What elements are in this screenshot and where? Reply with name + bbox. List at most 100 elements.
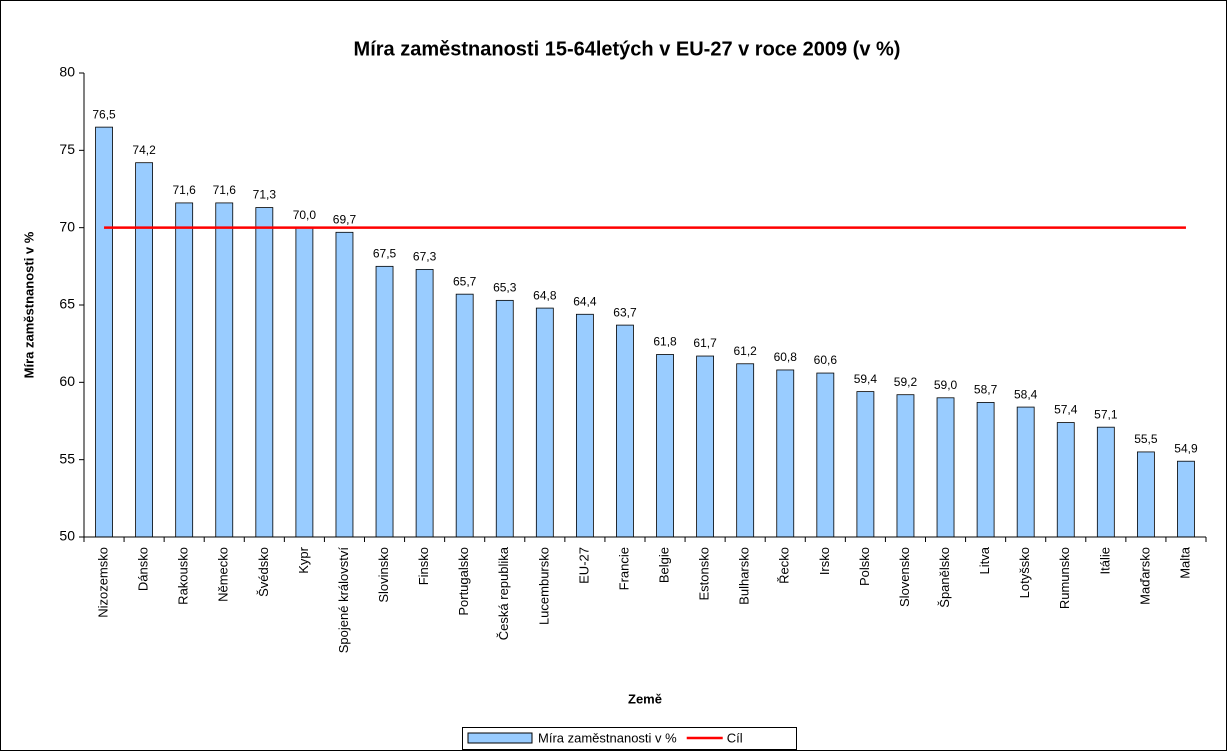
data-label: 69,7 bbox=[333, 212, 357, 226]
x-tick-label: Slovinsko bbox=[376, 547, 391, 603]
y-tick-label: 65 bbox=[59, 296, 75, 312]
x-tick-label: Slovensko bbox=[897, 547, 912, 607]
x-tick-label: Rumunsko bbox=[1057, 547, 1072, 609]
bar bbox=[1016, 406, 1035, 538]
data-label: 65,7 bbox=[453, 274, 477, 288]
x-tick-label: Itálie bbox=[1097, 547, 1112, 574]
bar bbox=[776, 369, 795, 538]
y-tick-label: 60 bbox=[59, 373, 75, 389]
y-tick-label: 80 bbox=[59, 64, 75, 80]
data-label: 59,4 bbox=[854, 372, 878, 386]
data-label: 58,4 bbox=[1014, 387, 1038, 401]
data-label: 71,6 bbox=[172, 183, 196, 197]
bar bbox=[175, 202, 194, 538]
data-label: 54,9 bbox=[1174, 441, 1198, 455]
bar bbox=[575, 313, 594, 538]
x-tick-label: Belgie bbox=[656, 547, 671, 583]
x-tick-label: Lotyšsko bbox=[1017, 547, 1032, 598]
x-tick-label: Švédsko bbox=[256, 547, 271, 597]
bar bbox=[936, 397, 955, 538]
data-label: 65,3 bbox=[493, 281, 517, 295]
x-tick-label: Lucembursko bbox=[536, 547, 551, 625]
data-label: 64,8 bbox=[533, 288, 557, 302]
data-label: 57,1 bbox=[1094, 407, 1118, 421]
x-tick-label: Dánsko bbox=[136, 547, 151, 591]
x-axis-label: Země bbox=[628, 691, 662, 706]
bar bbox=[535, 307, 554, 538]
x-tick-label: Finsko bbox=[416, 547, 431, 585]
bar bbox=[696, 355, 715, 538]
x-tick-label: Malta bbox=[1177, 546, 1192, 579]
y-tick-label: 75 bbox=[59, 141, 75, 157]
data-label: 60,8 bbox=[774, 350, 798, 364]
data-label: 61,8 bbox=[653, 335, 677, 349]
bar bbox=[415, 269, 434, 538]
data-label: 61,2 bbox=[733, 344, 757, 358]
data-label: 60,6 bbox=[814, 353, 838, 367]
data-label: 71,6 bbox=[213, 183, 237, 197]
x-tick-label: Litva bbox=[977, 546, 992, 574]
bar bbox=[736, 363, 755, 538]
data-label: 57,4 bbox=[1054, 403, 1078, 417]
y-tick-label: 55 bbox=[59, 450, 75, 466]
x-tick-label: Portugalsko bbox=[456, 547, 471, 616]
bar bbox=[856, 391, 875, 538]
legend-swatch bbox=[467, 732, 533, 744]
y-tick-label: 70 bbox=[59, 218, 75, 234]
bar bbox=[1136, 451, 1155, 538]
data-label: 55,5 bbox=[1134, 432, 1158, 446]
x-tick-label: Kypr bbox=[296, 546, 311, 573]
bar bbox=[1056, 422, 1075, 538]
bar bbox=[976, 402, 995, 538]
data-label: 61,7 bbox=[693, 336, 717, 350]
bar bbox=[1177, 460, 1195, 538]
data-label: 76,5 bbox=[92, 107, 116, 121]
x-tick-label: EU-27 bbox=[576, 547, 591, 584]
bar bbox=[455, 293, 474, 538]
bar bbox=[95, 126, 113, 538]
x-tick-label: Estonsko bbox=[697, 547, 712, 600]
data-label: 74,2 bbox=[132, 143, 156, 157]
y-axis-label: Míra zaměstnanosti v % bbox=[21, 231, 36, 378]
x-tick-label: Řecko bbox=[777, 547, 792, 584]
x-tick-label: Polsko bbox=[857, 547, 872, 586]
y-tick-label: 50 bbox=[59, 528, 75, 544]
bar bbox=[495, 299, 514, 538]
legend-label: Cíl bbox=[727, 730, 743, 745]
data-label: 67,5 bbox=[373, 247, 397, 261]
bar bbox=[656, 354, 674, 538]
bar bbox=[816, 372, 835, 538]
chart-title: Míra zaměstnanosti 15-64letých v EU-27 v… bbox=[354, 38, 901, 60]
bar bbox=[295, 227, 314, 538]
bar bbox=[255, 207, 274, 538]
x-tick-label: Nizozemsko bbox=[95, 547, 110, 618]
data-label: 67,3 bbox=[413, 250, 437, 264]
legend-label: Míra zaměstnanosti v % bbox=[538, 730, 677, 745]
bar bbox=[375, 265, 394, 538]
bar bbox=[335, 231, 354, 538]
data-label: 59,2 bbox=[894, 375, 918, 389]
x-tick-label: Spojené království bbox=[336, 547, 351, 654]
bar bbox=[1096, 426, 1115, 538]
data-label: 64,4 bbox=[573, 294, 597, 308]
x-tick-label: Francie bbox=[616, 547, 631, 590]
legend-box bbox=[462, 727, 797, 750]
x-tick-label: Maďarsko bbox=[1137, 547, 1152, 605]
data-label: 58,7 bbox=[974, 383, 998, 397]
x-tick-label: Německo bbox=[216, 547, 231, 602]
x-tick-label: Bulharsko bbox=[737, 547, 752, 605]
plot-area bbox=[84, 73, 1206, 537]
bar bbox=[896, 394, 915, 538]
data-label: 59,0 bbox=[934, 378, 958, 392]
bar bbox=[616, 324, 634, 538]
bar bbox=[135, 162, 154, 538]
x-tick-label: Španělsko bbox=[937, 547, 952, 608]
x-tick-label: Irsko bbox=[817, 547, 832, 575]
data-label: 71,3 bbox=[253, 188, 277, 202]
x-tick-label: Rakousko bbox=[176, 547, 191, 605]
data-label: 63,7 bbox=[613, 305, 637, 319]
data-label: 70,0 bbox=[293, 208, 317, 222]
x-tick-label: Česká republika bbox=[496, 546, 511, 640]
bar bbox=[215, 202, 234, 538]
